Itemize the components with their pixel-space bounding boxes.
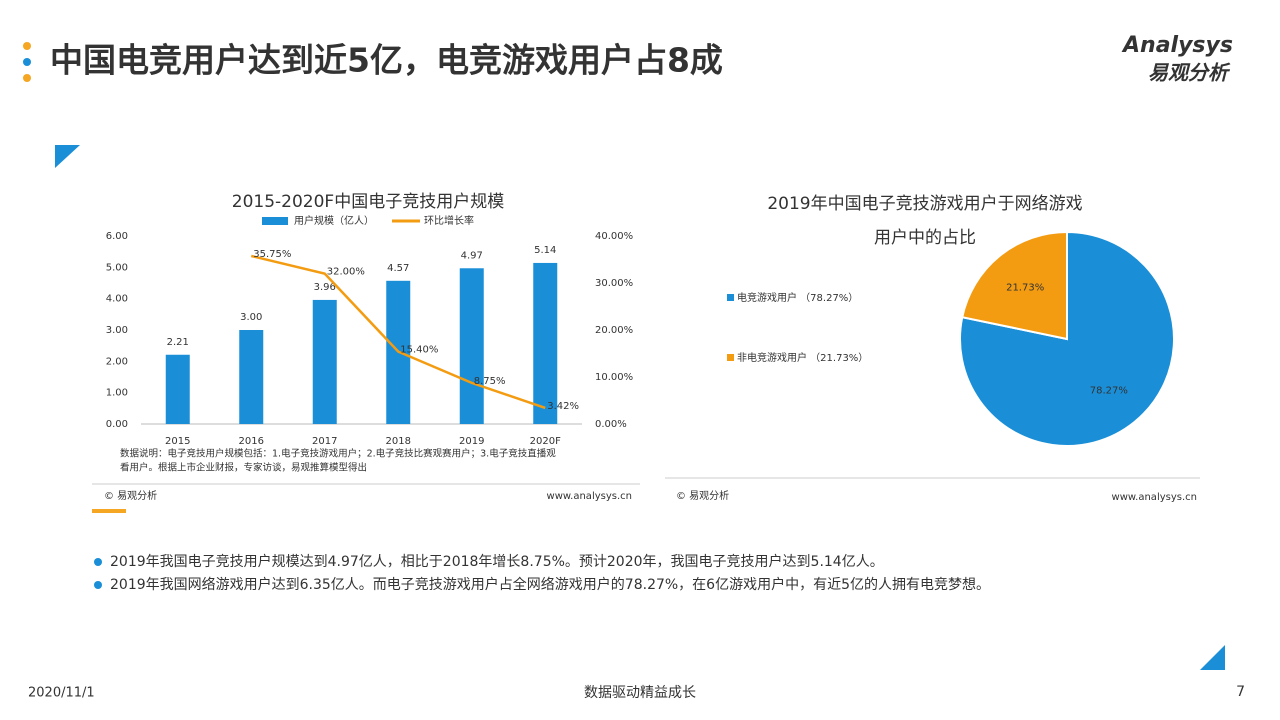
bullet-text: 2019年我国电子竞技用户规模达到4.97亿人，相比于2018年增长8.75%。…	[110, 553, 884, 570]
footer-slogan: 数据驱动精益成长	[584, 685, 696, 701]
y-tick-label: 1.00	[106, 388, 128, 399]
bar-value-label: 4.97	[461, 250, 483, 261]
bar	[459, 268, 484, 424]
x-tick-label: 2016	[239, 436, 264, 447]
line-value-label: 32.00%	[327, 267, 365, 278]
y2-tick-label: 20.00%	[595, 325, 633, 336]
bar-value-label: 2.21	[167, 337, 189, 348]
bar	[165, 354, 190, 424]
chart-title: 2019年中国电子竞技游戏用户于网络游戏	[767, 194, 1082, 214]
chart-url: www.analysys.cn	[1112, 492, 1197, 503]
y-tick-label: 3.00	[106, 325, 128, 336]
bar-value-label: 5.14	[534, 245, 556, 256]
y-tick-label: 2.00	[106, 356, 128, 367]
title-dot	[23, 58, 31, 66]
line-value-label: 8.75%	[474, 376, 506, 387]
chart-note: 看用户。根据上市企业财报，专家访谈，易观推算模型得出	[120, 462, 367, 474]
y-tick-label: 0.00	[106, 419, 128, 430]
y2-tick-label: 10.00%	[595, 372, 633, 383]
legend-swatch	[262, 217, 288, 225]
bar-value-label: 3.96	[314, 282, 336, 293]
bar-value-label: 4.57	[387, 263, 409, 274]
legend-label: 用户规模（亿人）	[294, 214, 374, 227]
slide-title: 中国电竞用户达到近5亿，电竞游戏用户占8成	[50, 41, 723, 80]
y-tick-label: 5.00	[106, 262, 128, 273]
x-tick-label: 2018	[386, 436, 411, 447]
chart-title: 2015-2020F中国电子竞技用户规模	[232, 192, 504, 212]
line-value-label: 15.40%	[400, 345, 438, 356]
title-dot	[23, 74, 31, 82]
y-tick-label: 4.00	[106, 294, 128, 305]
bullet-dot	[94, 558, 102, 566]
page-number: 7	[1236, 684, 1245, 700]
pie-value-label: 78.27%	[1090, 385, 1128, 396]
logo-sub: 易观分析	[1148, 61, 1231, 85]
pie-value-label: 21.73%	[1006, 283, 1044, 294]
title-dot	[23, 42, 31, 50]
corner-mark	[55, 145, 80, 168]
legend-label: 环比增长率	[424, 214, 474, 227]
bar-value-label: 3.00	[240, 312, 262, 323]
bar	[533, 262, 558, 424]
corner-mark	[1200, 645, 1225, 670]
chart-source: © 易观分析	[104, 489, 157, 502]
x-tick-label: 2015	[165, 436, 190, 447]
legend-label: 非电竞游戏用户 （21.73%）	[737, 351, 868, 364]
chart-source: © 易观分析	[676, 489, 729, 502]
line-value-label: 3.42%	[547, 401, 579, 412]
line-series	[250, 254, 546, 410]
bullet-dot	[94, 581, 102, 589]
bar	[312, 299, 337, 424]
y-tick-label: 6.00	[106, 231, 128, 242]
chart-title: 用户中的占比	[874, 228, 976, 248]
legend-swatch	[727, 294, 734, 301]
bar	[239, 330, 264, 424]
x-tick-label: 2017	[312, 436, 337, 447]
footer-date: 2020/11/1	[28, 686, 95, 701]
line-value-label: 35.75%	[253, 249, 291, 260]
x-tick-label: 2020F	[530, 436, 561, 447]
logo: Analysys	[1121, 33, 1233, 58]
bullet-text: 2019年我国网络游戏用户达到6.35亿人。而电子竞技游戏用户占全网络游戏用户的…	[110, 576, 990, 593]
pie-slice	[961, 230, 1068, 341]
y2-tick-label: 0.00%	[595, 419, 627, 430]
chart-note: 数据说明：电子竞技用户规模包括：1.电子竞技游戏用户；2.电子竞技比赛观赛用户；…	[120, 448, 556, 460]
accent-bar	[92, 509, 126, 513]
legend-swatch	[727, 354, 734, 361]
y2-tick-label: 40.00%	[595, 231, 633, 242]
chart-url: www.analysys.cn	[547, 491, 632, 502]
x-tick-label: 2019	[459, 436, 484, 447]
y2-tick-label: 30.00%	[595, 278, 633, 289]
legend-label: 电竞游戏用户 （78.27%）	[737, 291, 858, 304]
